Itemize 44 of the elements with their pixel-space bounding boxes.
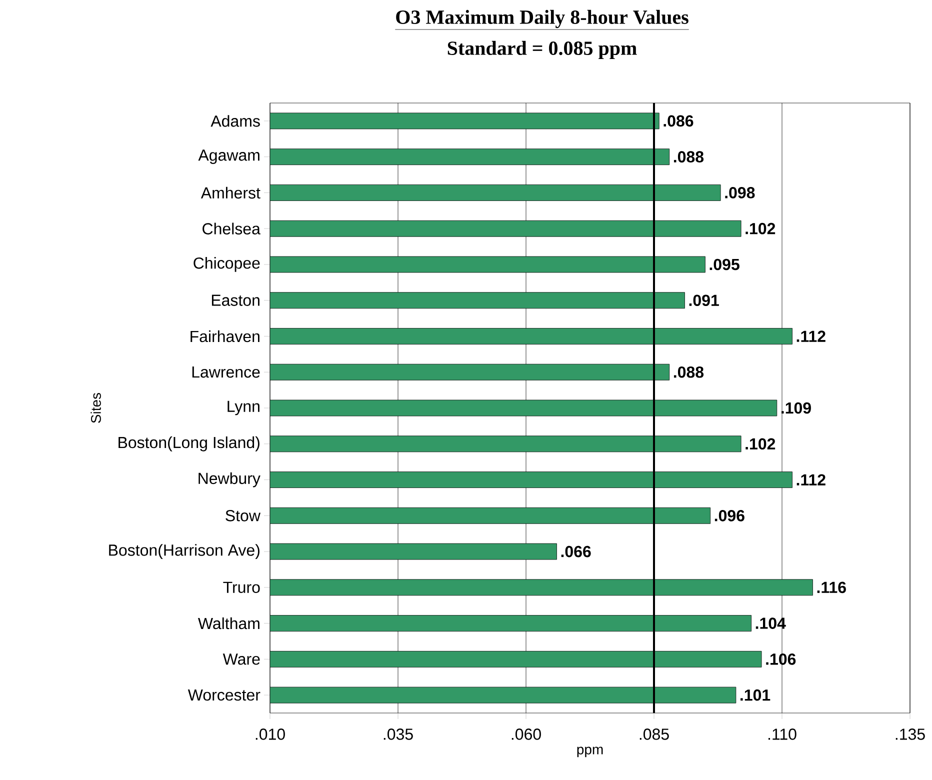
data-label: .098 [725,187,755,198]
y-tick-label: Ware [222,654,260,665]
y-tick-label: Easton [212,294,260,306]
y-tick-label: Waltham [198,617,260,630]
data-label: .101 [740,689,770,701]
y-tick-label: Chelsea [202,222,260,234]
data-label: .112 [796,330,826,342]
y-tick-label: Amherst [200,186,260,199]
data-label: .088 [674,366,704,378]
x-axis-title: ppm [577,746,603,758]
data-label: .102 [746,222,776,234]
y-tick-label: Worcester [188,689,260,701]
data-label: .088 [674,151,704,162]
x-tick-label: .035 [384,728,413,740]
x-tick-label: .060 [512,728,541,740]
chart-subtitle: Standard = 0.085 ppm [448,40,637,60]
y-tick-label: Lawrence [192,366,260,378]
y-tick-label: Boston(Harrison Ave) [109,544,260,559]
x-tick-label: .110 [768,728,796,740]
data-label: .091 [689,294,719,306]
y-tick-label: Boston(Long Island) [118,436,260,452]
data-label: .102 [746,438,776,450]
y-tick-label: Lynn [228,400,260,416]
y-axis-title: Sites [90,392,101,423]
y-tick-label: Truro [223,582,260,593]
y-tick-label: Chicopee [194,257,260,272]
data-label: .109 [782,402,811,414]
data-label: .104 [756,618,786,629]
y-tick-label: Adams [210,115,260,127]
data-label: .112 [796,474,826,486]
x-tick-label: .010 [256,728,285,740]
x-tick-label: .135 [896,728,925,740]
data-label: .066 [561,546,591,558]
data-label: .106 [766,654,796,665]
data-label: .095 [710,258,740,270]
y-tick-label: Agawam [198,150,260,164]
data-label: .086 [664,115,694,127]
y-tick-label: Fairhaven [190,330,260,342]
y-tick-label: Stow [226,510,260,522]
x-tick-label: .085 [640,728,669,740]
data-label: .116 [817,582,846,594]
y-tick-label: Newbury [198,472,260,488]
chart-title: O3 Maximum Daily 8-hour Values [396,10,688,28]
data-label: .096 [714,510,744,522]
